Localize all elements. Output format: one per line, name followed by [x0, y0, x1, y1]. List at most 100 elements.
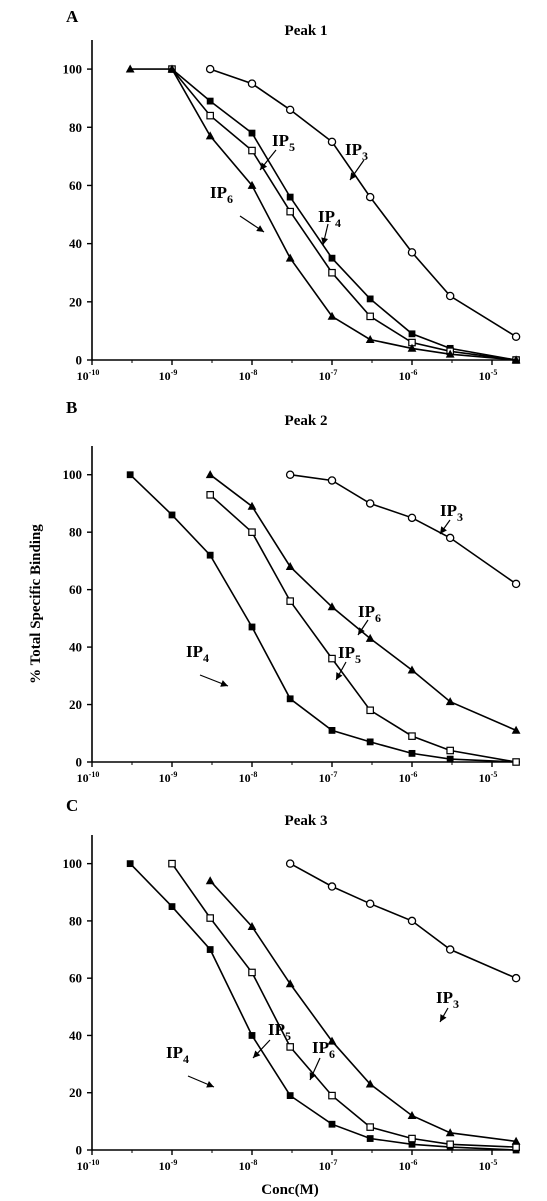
data-point-ip6 — [445, 1128, 455, 1137]
data-point-ip4 — [286, 1092, 294, 1099]
arrow-head — [336, 672, 343, 680]
data-point-ip5 — [328, 654, 336, 663]
x-tick-label: 10-9 — [159, 770, 178, 785]
data-point-ip5 — [366, 706, 374, 715]
data-point-ip6 — [247, 922, 257, 931]
data-point-ip3 — [285, 105, 295, 115]
x-tick-label: 10-10 — [77, 1158, 100, 1173]
y-tick-label: 40 — [69, 640, 82, 655]
series-label-ip5: IP5 — [268, 1020, 291, 1043]
series-line-ip6 — [209, 474, 517, 732]
data-point-ip6 — [205, 131, 215, 140]
data-point-ip5 — [206, 914, 214, 922]
series-label-ip4: IP4 — [186, 642, 209, 665]
arrow-head — [256, 225, 264, 232]
x-tick-label: 10-7 — [319, 770, 338, 785]
data-point-ip5 — [248, 528, 256, 536]
data-point-ip6 — [327, 311, 337, 320]
data-point-ip4 — [328, 1120, 336, 1128]
data-point-ip6 — [247, 180, 257, 189]
y-tick-label: 100 — [63, 467, 83, 482]
series-line-ip4 — [129, 863, 517, 1151]
y-tick-label: 40 — [69, 236, 82, 251]
data-point-ip5 — [328, 268, 336, 277]
data-point-ip5 — [286, 1043, 294, 1051]
panel-a: A Peak 1 0 20 40 60 80 100 10-10 10-9 10-8 10-7 10-6… — [63, 7, 521, 383]
y-tick-label: 80 — [69, 913, 82, 928]
data-point-ip4 — [366, 295, 374, 303]
data-point-ip5 — [446, 746, 454, 755]
data-point-ip5 — [286, 207, 294, 216]
y-tick-label: 20 — [69, 294, 82, 309]
arrow-head — [253, 1050, 261, 1058]
data-point-ip6 — [205, 470, 215, 479]
data-point-ip4 — [126, 471, 134, 479]
data-point-ip6 — [327, 602, 337, 611]
data-point-ip5 — [328, 1091, 336, 1100]
data-point-ip6 — [285, 253, 295, 262]
arrow-head — [206, 1081, 214, 1088]
x-tick-label: 10-6 — [399, 770, 418, 785]
y-tick-label: 60 — [69, 971, 82, 986]
arrow-head — [309, 1072, 317, 1080]
series-line-ip4 — [129, 474, 517, 763]
data-point-ip4 — [206, 97, 214, 105]
data-point-ip6 — [285, 979, 295, 988]
series-line-ip5 — [171, 68, 517, 361]
data-point-ip6 — [167, 64, 177, 73]
panel-letter: B — [66, 398, 77, 417]
data-point-ip3 — [285, 859, 295, 868]
data-point-ip6 — [327, 1036, 337, 1045]
data-point-ip4 — [446, 755, 454, 763]
data-point-ip3 — [445, 945, 455, 954]
arrow-head — [260, 162, 268, 170]
series-line-ip3 — [290, 473, 517, 585]
data-point-ip3 — [365, 899, 375, 908]
x-tick-label: 10-6 — [399, 1158, 418, 1173]
panel-title: Peak 3 — [285, 813, 328, 829]
series-label-ip3: IP3 — [345, 140, 368, 163]
x-tick-label: 10-8 — [239, 1158, 258, 1173]
data-point-ip3 — [365, 192, 375, 202]
x-tick-label: 10-10 — [77, 368, 100, 383]
y-tick-label: 60 — [69, 582, 82, 597]
data-point-ip6 — [365, 335, 375, 344]
data-point-ip6 — [445, 697, 455, 706]
x-tick-label: 10-7 — [319, 1158, 338, 1173]
data-point-ip3 — [285, 470, 295, 479]
y-tick-label: 20 — [69, 697, 82, 712]
data-point-ip6 — [407, 343, 417, 352]
data-point-ip6 — [511, 725, 521, 734]
series-label-ip3: IP3 — [436, 988, 459, 1011]
data-point-ip6 — [511, 355, 521, 364]
data-point-ip4 — [168, 511, 176, 519]
x-tick-label: 10-9 — [159, 1158, 178, 1173]
data-point-ip4 — [366, 1135, 374, 1142]
data-point-ip3 — [247, 79, 257, 88]
series-line-ip3 — [289, 862, 517, 979]
data-point-ip5 — [512, 1143, 520, 1151]
arrow-head — [358, 627, 365, 635]
data-point-ip5 — [248, 968, 256, 977]
data-point-ip3 — [407, 248, 417, 257]
data-point-ip4 — [286, 193, 294, 201]
series-line-ip3 — [209, 68, 517, 338]
y-tick-label: 80 — [69, 525, 82, 540]
y-tick-label: 0 — [76, 1143, 83, 1158]
x-tick-label: 10-9 — [159, 368, 178, 383]
data-point-ip4 — [248, 129, 256, 137]
panel-c: C Peak 3 0 20 40 60 80 100 10-10 10-9 10-8 10-7 10-6… — [63, 796, 521, 1198]
data-point-ip5 — [366, 312, 374, 321]
panel-title: Peak 2 — [285, 413, 328, 429]
series-line-ip4 — [171, 68, 517, 361]
x-tick-label: 10-7 — [319, 368, 338, 383]
x-tick-label: 10-5 — [479, 1158, 498, 1173]
data-point-ip4 — [248, 1032, 256, 1039]
data-point-ip5 — [206, 491, 214, 499]
data-point-ip3 — [407, 513, 417, 523]
data-point-ip6 — [365, 1079, 375, 1088]
data-point-ip3 — [511, 579, 521, 589]
arrow-head — [321, 237, 329, 245]
arrow-head — [440, 526, 447, 534]
